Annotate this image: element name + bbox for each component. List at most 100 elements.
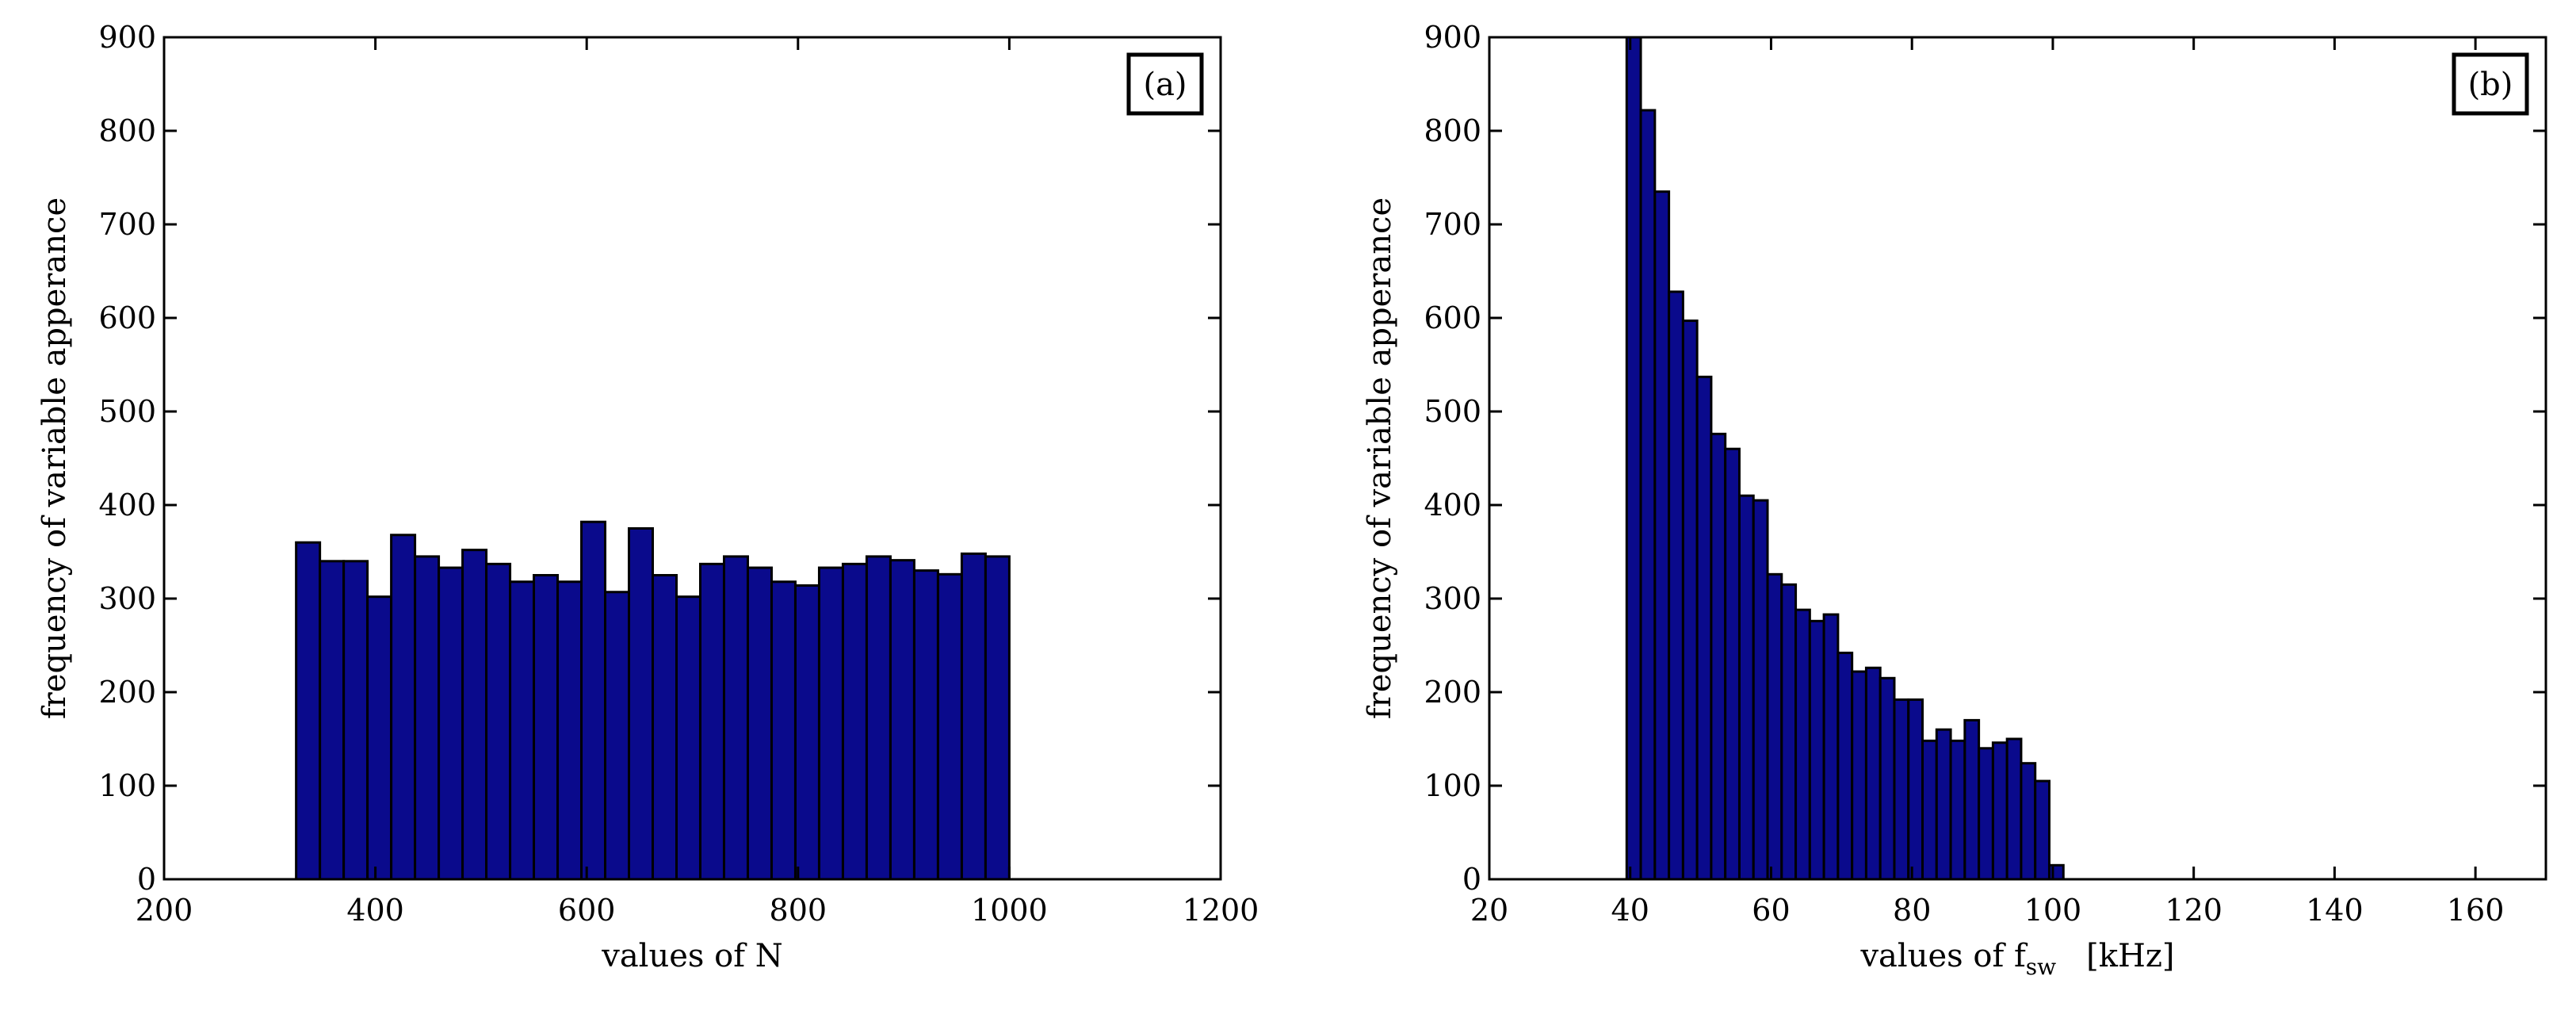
histogram-bar [1724, 447, 1741, 881]
histogram-bar [1639, 109, 1657, 881]
histogram-bar [533, 574, 560, 881]
histogram-panel-a: 200 400 600 800 1000 1200 0 100 200 300 400 500 600 7… [36, 20, 1259, 974]
y-tick-label: 100 [1424, 768, 1481, 803]
y-axis-label: frequency of variable apperance [1362, 197, 1398, 719]
y-tick-label: 900 [1424, 20, 1481, 55]
histogram-bar [1935, 728, 1952, 881]
histogram-bar [556, 580, 583, 881]
histogram-bar [1907, 698, 1924, 881]
histogram-bar [485, 562, 512, 881]
x-tick-label: 60 [1752, 893, 1790, 928]
histogram-bar [984, 555, 1011, 881]
histogram-bar [841, 562, 868, 881]
histogram-panel-b: 20 40 60 80 100 120 140 160 0 100 200 300 400 500 600 7… [1362, 20, 2547, 980]
x-axis-label-main: values of N [601, 938, 783, 974]
histogram-bar [1921, 739, 1938, 881]
x-axis-label-unit: [kHz] [2086, 938, 2174, 974]
histogram-bar [438, 566, 464, 881]
x-tick-label: 120 [2165, 893, 2222, 928]
histogram-bar [509, 580, 536, 881]
histogram-bar [2047, 863, 2065, 881]
histogram-bar [1822, 613, 1840, 881]
y-tick-label: 0 [1462, 862, 1481, 897]
histogram-bar [936, 572, 963, 881]
histogram-bar [1625, 36, 1642, 881]
histogram-bar [628, 527, 655, 881]
histogram-bar [675, 595, 701, 881]
y-tick-label: 900 [98, 20, 156, 55]
histogram-bar [746, 566, 773, 881]
histogram-bar [722, 555, 749, 881]
histogram-bar [817, 566, 844, 881]
histogram-bar [1681, 320, 1699, 881]
x-axis-label-main: values of f [1859, 938, 2028, 974]
panel-tag-label: (b) [2468, 67, 2513, 103]
histogram-bar [1737, 494, 1755, 881]
x-tick-label: 800 [770, 893, 827, 928]
histogram-bar [1878, 676, 1896, 881]
y-tick-label: 200 [1424, 675, 1481, 710]
y-tick-label: 300 [98, 581, 156, 616]
histogram-bar [698, 562, 725, 881]
histogram-bar [1808, 619, 1825, 881]
histogram-bar [960, 552, 987, 881]
bars-group [1625, 36, 2065, 881]
x-axis-label-subscript: sw [2026, 954, 2056, 980]
histogram-bar [2034, 779, 2050, 881]
histogram-bar [414, 555, 441, 881]
x-tick-label: 200 [136, 893, 193, 928]
x-tick-label: 400 [346, 893, 404, 928]
histogram-bar [1949, 739, 1966, 881]
histogram-bar [2005, 737, 2023, 881]
y-tick-label: 300 [1424, 581, 1481, 616]
x-tick-label: 600 [558, 893, 616, 928]
histogram-bar [1893, 698, 1910, 881]
histogram-bar [390, 534, 417, 881]
panel-tag-box [1126, 52, 1204, 116]
y-tick-label: 400 [98, 488, 156, 522]
x-tick-label: 20 [1470, 893, 1508, 928]
histogram-bar [793, 584, 820, 881]
histogram-bar [1864, 666, 1882, 881]
histogram-bar [1752, 499, 1769, 881]
y-tick-label: 200 [98, 675, 156, 710]
histogram-bar [1794, 608, 1811, 881]
y-tick-label: 700 [1424, 207, 1481, 242]
x-tick-label: 160 [2447, 893, 2505, 928]
bars-group [295, 520, 1011, 881]
x-tick-label: 1000 [971, 893, 1048, 928]
x-tick-label: 40 [1611, 893, 1649, 928]
y-tick-label: 800 [1424, 113, 1481, 148]
y-tick-label: 500 [98, 394, 156, 429]
x-tick-label: 140 [2306, 893, 2364, 928]
plot-frame [162, 36, 1222, 881]
x-axis-label: values of fsw [kHz] [1859, 938, 2174, 980]
y-tick-label: 600 [1424, 300, 1481, 335]
x-tick-label: 80 [1893, 893, 1931, 928]
y-tick-label: 500 [1424, 394, 1481, 429]
histogram-bar [1710, 432, 1727, 881]
histogram-bar [865, 555, 892, 881]
histogram-bar [1653, 190, 1671, 881]
histogram-bar [319, 560, 346, 881]
histogram-bar [366, 595, 393, 881]
histogram-bar [1780, 583, 1798, 881]
y-axis-label: frequency of variable apperance [36, 197, 73, 719]
histogram-bar [1991, 741, 2008, 881]
x-axis-label: values of N [601, 938, 783, 974]
panel-tag-label: (a) [1143, 67, 1187, 103]
histogram-bar [1978, 747, 1994, 881]
histogram-bar [1836, 651, 1854, 881]
x-tick-label: 1200 [1183, 893, 1259, 928]
y-tick-label: 700 [98, 207, 156, 242]
histogram-bar [580, 520, 607, 881]
histogram-bar [604, 591, 631, 881]
histogram-bar [652, 574, 678, 881]
histogram-bar [912, 569, 939, 881]
histogram-bar [1963, 718, 1981, 881]
histogram-bar [342, 560, 369, 881]
histogram-bar [461, 549, 488, 881]
histogram-bar [770, 580, 797, 881]
histogram-bar [1766, 572, 1783, 881]
